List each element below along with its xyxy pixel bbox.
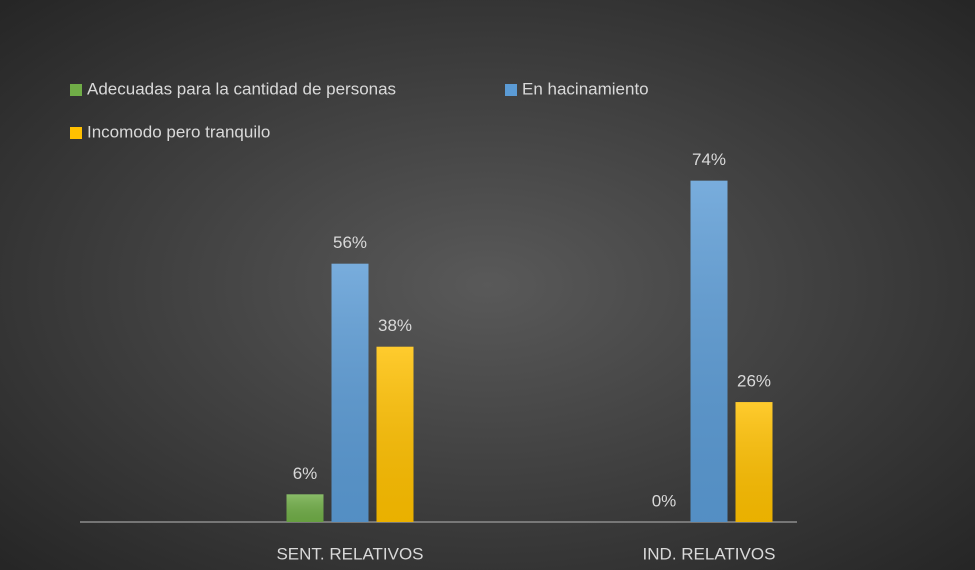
data-label: 74% [692,150,726,169]
data-label: 56% [333,233,367,252]
data-label: 26% [737,372,771,391]
data-label: 38% [378,316,412,335]
legend-label: En hacinamiento [522,79,649,98]
bar-shine [735,402,773,522]
legend-swatch [70,84,82,96]
bar-shine [376,346,414,522]
legend-label: Incomodo pero tranquilo [87,122,270,141]
data-label: 0% [652,491,677,510]
bar-shine [331,263,369,522]
legend-label: Adecuadas para la cantidad de personas [87,79,396,98]
x-tick-label: IND. RELATIVOS [643,544,776,563]
bar-shine [690,180,728,523]
bar-shine [286,494,324,522]
data-label: 6% [293,464,318,483]
x-tick-label: SENT. RELATIVOS [276,544,423,563]
legend-swatch [505,84,517,96]
legend-swatch [70,127,82,139]
